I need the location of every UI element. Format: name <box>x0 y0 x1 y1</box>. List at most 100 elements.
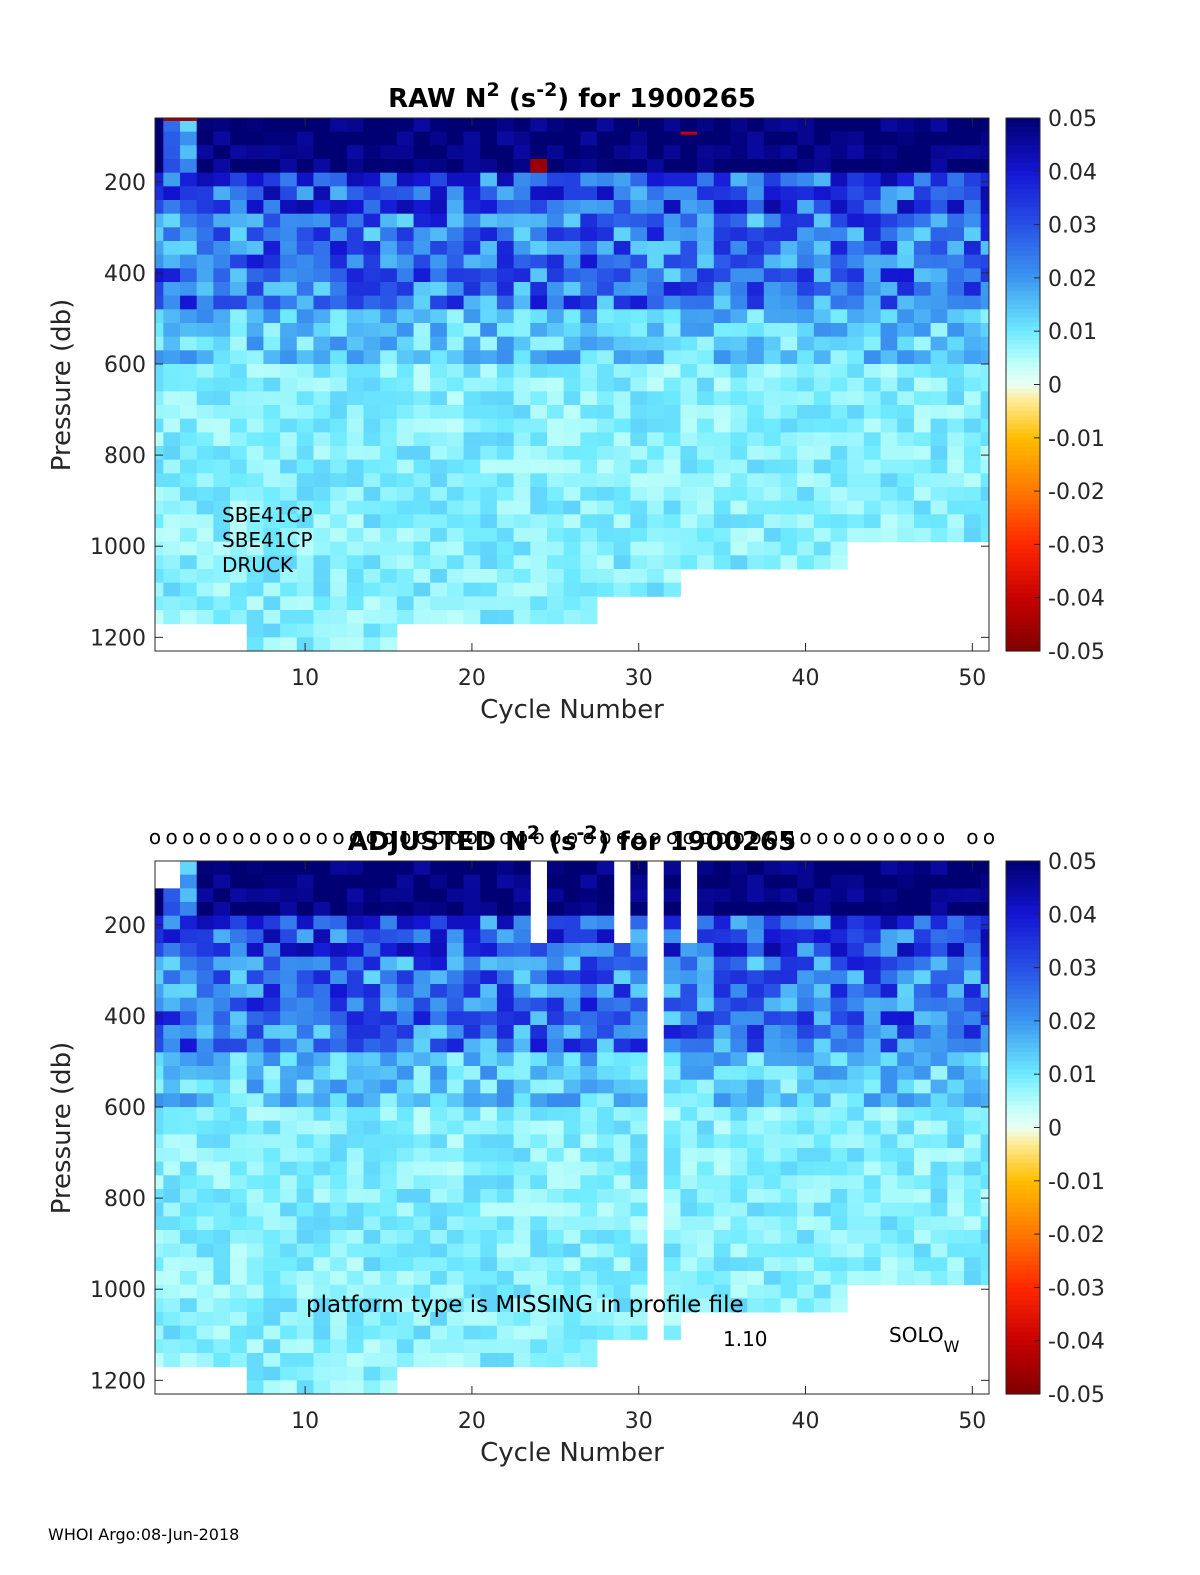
colorbar-swatch <box>1006 197 1040 203</box>
heatmap-cell <box>763 200 781 215</box>
heatmap-cell <box>897 1243 915 1258</box>
heatmap-cell <box>396 1093 415 1108</box>
heatmap-cell <box>213 227 231 242</box>
heatmap-cell <box>430 186 448 201</box>
heatmap-cell <box>346 1107 364 1122</box>
heatmap-cell <box>180 1230 198 1245</box>
heatmap-cell <box>647 364 665 379</box>
heatmap-cell <box>697 432 715 447</box>
heatmap-cell <box>196 172 214 187</box>
heatmap-cell <box>663 309 681 324</box>
heatmap-cell <box>363 514 381 529</box>
heatmap-cell <box>213 569 231 584</box>
heatmap-cell <box>180 956 198 971</box>
heatmap-cell <box>747 241 765 256</box>
heatmap-cell <box>546 405 565 420</box>
heatmap-cell <box>847 405 865 420</box>
heatmap-cell <box>230 432 248 447</box>
heatmap-cell <box>597 254 615 269</box>
heatmap-cell <box>863 1107 882 1122</box>
heatmap-cell <box>947 336 965 351</box>
heatmap-cell <box>263 1380 281 1395</box>
heatmap-cell <box>597 432 615 447</box>
heatmap-cell <box>580 1161 598 1176</box>
heatmap-cell <box>813 323 832 338</box>
heatmap-cell <box>480 984 498 999</box>
heatmap-cell <box>613 956 631 971</box>
heatmap-cell <box>296 528 314 543</box>
heatmap-cell <box>480 241 498 256</box>
heatmap-cell <box>780 1148 798 1163</box>
colorbar-tick-label: -0.05 <box>1048 1383 1105 1408</box>
heatmap-cell <box>930 1161 948 1176</box>
heatmap-cell <box>813 1038 832 1053</box>
heatmap-cell <box>930 997 948 1012</box>
heatmap-cell <box>580 915 598 930</box>
heatmap-cell <box>747 1202 765 1217</box>
heatmap-cell <box>230 268 248 283</box>
heatmap-cell <box>530 377 548 392</box>
heatmap-cell <box>363 1353 381 1368</box>
heatmap-cell <box>880 1189 898 1204</box>
heatmap-cell <box>963 186 982 201</box>
heatmap-cell <box>163 186 181 201</box>
heatmap-cell <box>363 1257 381 1272</box>
heatmap-cell <box>296 984 314 999</box>
heatmap-cell <box>380 888 398 903</box>
heatmap-cell <box>430 446 448 461</box>
heatmap-cell <box>363 997 381 1012</box>
heatmap-cell <box>780 1011 798 1026</box>
heatmap-cell <box>513 1284 531 1299</box>
heatmap-cell <box>730 1120 748 1135</box>
heatmap-cell <box>230 186 248 201</box>
heatmap-cell <box>430 1284 448 1299</box>
heatmap-cell <box>747 943 765 958</box>
raw-x-axis-label: Cycle Number <box>480 695 664 725</box>
heatmap-cell <box>280 418 298 433</box>
heatmap-cell <box>563 1134 581 1149</box>
heatmap-cell <box>830 295 848 310</box>
heatmap-cell <box>597 1243 615 1258</box>
heatmap-cell <box>763 1052 781 1067</box>
heatmap-cell <box>463 1011 481 1026</box>
heatmap-cell <box>580 1066 598 1081</box>
heatmap-cell <box>513 1066 531 1081</box>
heatmap-cell <box>480 254 498 269</box>
heatmap-cell <box>613 1271 631 1286</box>
colorbar-swatch <box>1006 531 1040 537</box>
colorbar-swatch <box>1006 184 1040 190</box>
heatmap-cell <box>563 1148 581 1163</box>
heatmap-cell <box>180 1257 198 1272</box>
heatmap-cell <box>480 1230 498 1245</box>
heatmap-cell <box>396 487 415 502</box>
heatmap-cell <box>363 186 381 201</box>
heatmap-cell <box>480 418 498 433</box>
heatmap-cell <box>196 186 214 201</box>
heatmap-cell <box>797 1243 815 1258</box>
heatmap-cell <box>530 943 548 958</box>
colorbar-swatch <box>1006 357 1040 363</box>
x-tick-label: 50 <box>958 666 986 691</box>
heatmap-cell <box>830 418 848 433</box>
heatmap-cell <box>863 514 882 529</box>
heatmap-cell <box>496 1161 515 1176</box>
heatmap-cell <box>697 1284 715 1299</box>
heatmap-cell <box>780 350 798 365</box>
heatmap-cell <box>963 1189 982 1204</box>
heatmap-cell <box>847 888 865 903</box>
heatmap-cell <box>780 1257 798 1272</box>
heatmap-cell <box>830 227 848 242</box>
heatmap-cell <box>480 487 498 502</box>
heatmap-cell <box>330 528 348 543</box>
heatmap-cell <box>163 541 181 556</box>
heatmap-cell <box>847 1189 865 1204</box>
heatmap-cell <box>847 929 865 944</box>
colorbar-swatch <box>1006 224 1040 230</box>
heatmap-cell <box>513 541 531 556</box>
heatmap-cell <box>396 1216 415 1231</box>
heatmap-cell <box>463 1175 481 1190</box>
heatmap-cell <box>446 350 465 365</box>
heatmap-cell <box>155 1312 164 1327</box>
heatmap-cell <box>697 1120 715 1135</box>
